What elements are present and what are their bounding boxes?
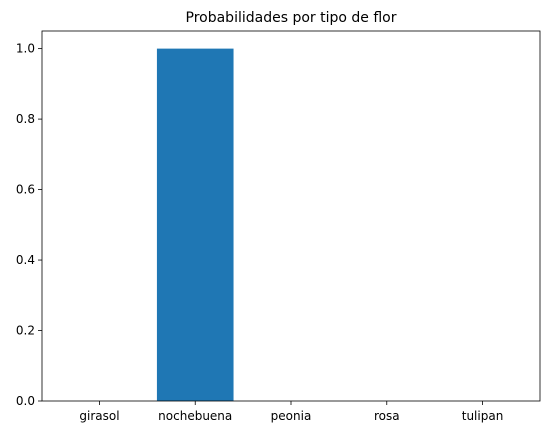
y-tick-label: 0.4 <box>16 253 35 267</box>
y-tick-label: 0.8 <box>16 112 35 126</box>
bar-nochebuena <box>157 49 234 401</box>
y-tick-label: 1.0 <box>16 42 35 56</box>
x-tick-label-nochebuena: nochebuena <box>158 409 232 423</box>
x-tick-label-tulipan: tulipan <box>462 409 504 423</box>
y-tick-label: 0.0 <box>16 394 35 408</box>
bars-layer <box>157 49 234 401</box>
y-tick-label: 0.6 <box>16 183 35 197</box>
y-tick-label: 0.2 <box>16 324 35 338</box>
x-tick-label-rosa: rosa <box>374 409 400 423</box>
chart-title: Probabilidades por tipo de flor <box>186 10 397 26</box>
x-tick-label-girasol: girasol <box>79 409 119 423</box>
x-tick-label-peonia: peonia <box>271 409 312 423</box>
